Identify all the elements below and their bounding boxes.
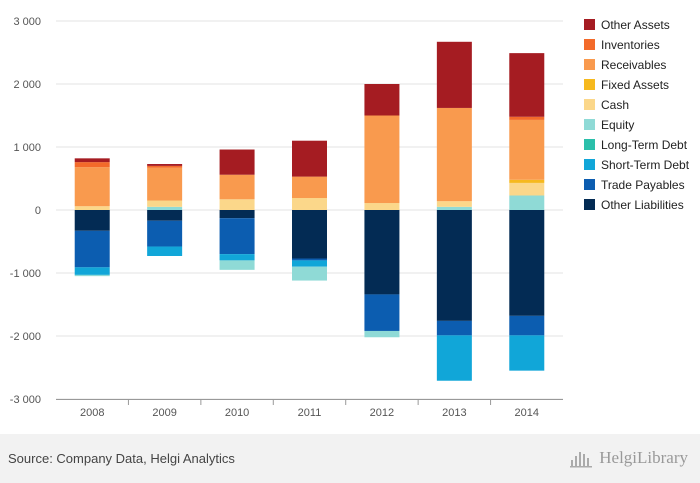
bar-segment-receivables — [364, 115, 400, 204]
bar-segment-short-term-debt — [292, 260, 327, 267]
brand-logo[interactable]: HelgiLibrary — [569, 445, 688, 471]
bar-segment-cash — [436, 201, 472, 207]
bar-segment-other-liabilities — [509, 210, 545, 316]
bar-segment-receivables — [219, 174, 255, 200]
legend-label: Fixed Assets — [601, 78, 670, 92]
x-tick-label: 2008 — [80, 407, 104, 419]
bar-segment-cash — [364, 203, 400, 210]
bar-segment-other-assets — [292, 140, 327, 177]
source-text: Source: Company Data, Helgi Analytics — [8, 451, 235, 466]
bar-segment-other-assets — [219, 149, 255, 175]
bar-segment-cash — [147, 200, 183, 207]
bar-segment-other-liabilities — [364, 210, 400, 295]
bar-segment-receivables — [509, 119, 545, 180]
legend-swatch — [584, 59, 595, 70]
y-tick-label: -2 000 — [10, 331, 41, 343]
bar-segment-trade-payables — [147, 220, 183, 247]
legend-label: Other Liabilities — [601, 198, 684, 212]
legend-swatch — [584, 159, 595, 170]
bar-segment-inventories — [509, 116, 545, 120]
bar-segment-trade-payables — [436, 320, 472, 336]
bar-segment-short-term-debt — [147, 246, 183, 256]
bar-segment-trade-payables — [509, 315, 545, 336]
bar-segment-other-assets — [436, 41, 472, 108]
bar-segment-other-liabilities — [219, 210, 255, 219]
helgi-library-icon — [570, 452, 593, 468]
x-tick-label: 2009 — [152, 407, 176, 419]
legend-swatch — [584, 19, 595, 30]
bar-segment-equity — [147, 206, 183, 210]
y-tick-label: 3 000 — [13, 16, 41, 28]
bar-segment-receivables — [292, 176, 327, 199]
legend-label: Other Assets — [601, 18, 670, 32]
y-tick-label: 2 000 — [13, 79, 41, 91]
bar-segment-inventories — [74, 162, 110, 168]
legend-swatch — [584, 79, 595, 90]
bar-segment-other-liabilities — [436, 210, 472, 321]
x-tick-label: 2011 — [298, 407, 322, 419]
bar-segment-other-assets — [509, 53, 545, 117]
legend-swatch — [584, 39, 595, 50]
legend-swatch — [584, 99, 595, 110]
bar-segment-other-assets — [74, 158, 110, 163]
bar-segment-cash — [509, 182, 545, 196]
bar-segment-other-assets — [147, 164, 183, 166]
legend-label: Inventories — [601, 38, 660, 52]
bar-segment-equity — [219, 260, 255, 270]
legend-swatch — [584, 179, 595, 190]
bar-segment-other-liabilities — [147, 210, 183, 221]
brand-text: HelgiLibrary — [599, 448, 688, 467]
bar-segment-equity — [436, 206, 472, 210]
bar-segment-equity — [292, 266, 327, 281]
y-tick-label: -3 000 — [10, 394, 41, 406]
bar-segment-other-liabilities — [74, 210, 110, 231]
bar-segment-trade-payables — [292, 258, 327, 261]
legend-label: Trade Payables — [601, 178, 685, 192]
bar-segment-short-term-debt — [436, 335, 472, 381]
bar-segment-equity — [74, 274, 110, 277]
x-tick-label: 2012 — [370, 407, 394, 419]
bar-segment-short-term-debt — [74, 267, 110, 275]
footer-bar: Source: Company Data, Helgi Analytics He… — [0, 434, 700, 483]
bar-segment-other-assets — [364, 84, 400, 116]
bar-segment-cash — [74, 206, 110, 210]
bar-segment-receivables — [436, 107, 472, 202]
bar-segment-trade-payables — [219, 218, 255, 255]
bar-segment-trade-payables — [364, 294, 400, 331]
legend-swatch — [584, 119, 595, 130]
bar-segment-cash — [292, 198, 327, 210]
bar-segment-equity — [509, 195, 545, 210]
y-tick-label: 1 000 — [13, 142, 41, 154]
x-tick-label: 2013 — [442, 407, 466, 419]
bar-segment-inventories — [147, 165, 183, 168]
y-tick-label: 0 — [35, 205, 41, 217]
bar-segment-other-liabilities — [292, 210, 327, 259]
legend-label: Short-Term Debt — [601, 158, 690, 172]
legend-swatch — [584, 139, 595, 150]
y-tick-label: -1 000 — [10, 268, 41, 280]
bar-segment-fixed-assets — [509, 179, 545, 183]
legend-label: Long-Term Debt — [601, 138, 688, 152]
x-tick-label: 2014 — [515, 407, 539, 419]
bar-segment-trade-payables — [74, 230, 110, 268]
bar-segment-receivables — [147, 167, 183, 201]
x-tick-label: 2010 — [225, 407, 249, 419]
bar-segment-short-term-debt — [509, 335, 545, 371]
legend-label: Receivables — [601, 58, 667, 72]
legend-swatch — [584, 199, 595, 210]
bar-segment-cash — [219, 199, 255, 210]
legend-label: Cash — [601, 98, 630, 112]
bar-segment-short-term-debt — [219, 254, 255, 261]
legend-label: Equity — [601, 118, 635, 132]
bar-segment-receivables — [74, 167, 110, 207]
chart-plot: -3 000 -2 000 -1 000 0 1 000 2 000 3 000 2008 20… — [10, 16, 563, 419]
bar-segment-equity — [364, 330, 400, 338]
